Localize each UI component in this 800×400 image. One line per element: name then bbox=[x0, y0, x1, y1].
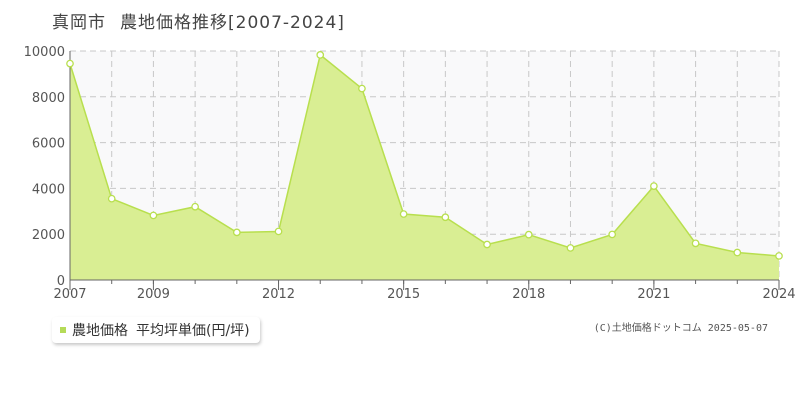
data-point bbox=[608, 230, 617, 239]
data-point bbox=[399, 210, 408, 218]
data-point bbox=[149, 211, 158, 220]
legend-series-label: 農地価格 bbox=[72, 323, 128, 339]
data-point bbox=[566, 244, 575, 252]
data-point bbox=[66, 59, 74, 68]
legend-swatch bbox=[60, 327, 66, 333]
data-point bbox=[775, 252, 783, 260]
data-point bbox=[650, 182, 658, 190]
copyright-credit: (C)土地価格ドットコム 2025-05-07 bbox=[593, 323, 768, 334]
data-points bbox=[66, 51, 783, 260]
x-tick-label: 2021 bbox=[637, 287, 670, 302]
data-point bbox=[316, 51, 325, 59]
data-point bbox=[274, 227, 283, 236]
data-point bbox=[524, 230, 533, 239]
data-point bbox=[191, 202, 199, 211]
data-point bbox=[733, 248, 742, 257]
y-tick-label: 0 bbox=[57, 274, 65, 289]
title-text: 農地価格推移[2007-2024] bbox=[120, 13, 345, 33]
x-tick-label: 2009 bbox=[137, 287, 170, 302]
x-tick-label: 2024 bbox=[762, 287, 795, 302]
legend-unit-label: 平均坪単価(円/坪) bbox=[136, 323, 250, 339]
city-name: 真岡市 bbox=[52, 13, 106, 33]
data-point bbox=[691, 239, 700, 248]
data-point bbox=[441, 213, 450, 222]
x-tick-label: 2007 bbox=[53, 287, 86, 302]
y-tick-label: 6000 bbox=[32, 137, 65, 152]
x-tick-label: 2018 bbox=[512, 287, 545, 302]
data-point bbox=[107, 194, 116, 203]
axes bbox=[69, 51, 780, 290]
data-point bbox=[358, 84, 366, 93]
y-tick-label: 8000 bbox=[32, 91, 65, 106]
legend: 農地価格 平均坪単価(円/坪) bbox=[52, 317, 260, 343]
x-tick-label: 2015 bbox=[387, 287, 420, 302]
tick-labels: 0 2000 4000 6000 8000 10000 2007 2009 2012 2015 20… bbox=[24, 45, 796, 302]
series-area bbox=[70, 54, 779, 280]
chart-title: 真岡市 農地価格推移[2007-2024] bbox=[52, 8, 345, 33]
x-tick-label: 2012 bbox=[262, 287, 295, 302]
series-line bbox=[69, 53, 780, 257]
data-point bbox=[483, 240, 491, 249]
data-point bbox=[232, 228, 241, 237]
y-tick-label: 10000 bbox=[24, 45, 65, 60]
y-tick-label: 2000 bbox=[32, 228, 65, 243]
y-tick-label: 4000 bbox=[32, 182, 65, 197]
